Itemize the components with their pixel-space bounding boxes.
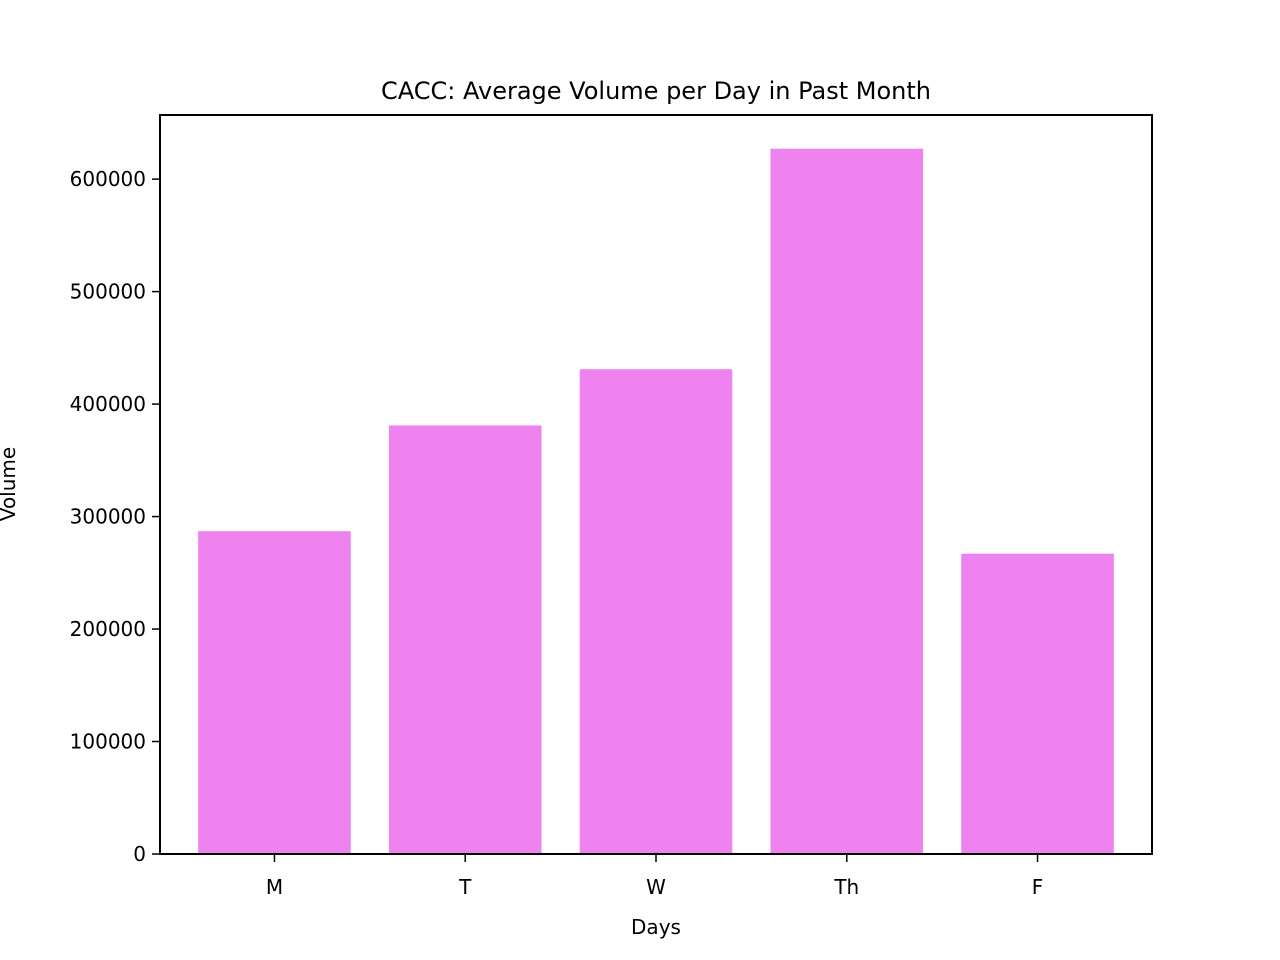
bar-w [579,369,733,854]
x-tick-label: T [458,875,472,899]
x-tick-label: W [646,875,666,899]
bar-m [198,531,351,854]
plot-frame [159,114,1153,855]
bar-t [388,425,542,854]
x-tick-label: Th [833,875,859,899]
y-tick-label: 600000 [70,167,146,191]
x-axis-label: Days [631,915,681,939]
bars-group [198,148,1114,855]
y-tick-label: 100000 [70,730,146,754]
bar-f [961,553,1114,854]
x-tick-label: F [1032,875,1044,899]
y-axis-label: Volume [0,447,20,521]
bar-th [770,148,924,855]
x-tick-label: M [266,875,283,899]
y-tick-label: 400000 [70,392,146,416]
x-axis: M T W Th F [266,854,1043,899]
y-tick-label: 500000 [70,280,146,304]
chart-title: CACC: Average Volume per Day in Past Mon… [381,77,931,105]
y-tick-label: 0 [133,842,146,866]
y-tick-label: 200000 [70,617,146,641]
y-tick-label: 300000 [70,505,146,529]
y-axis: 0 100000 200000 300000 400000 500000 600000 [70,167,160,866]
